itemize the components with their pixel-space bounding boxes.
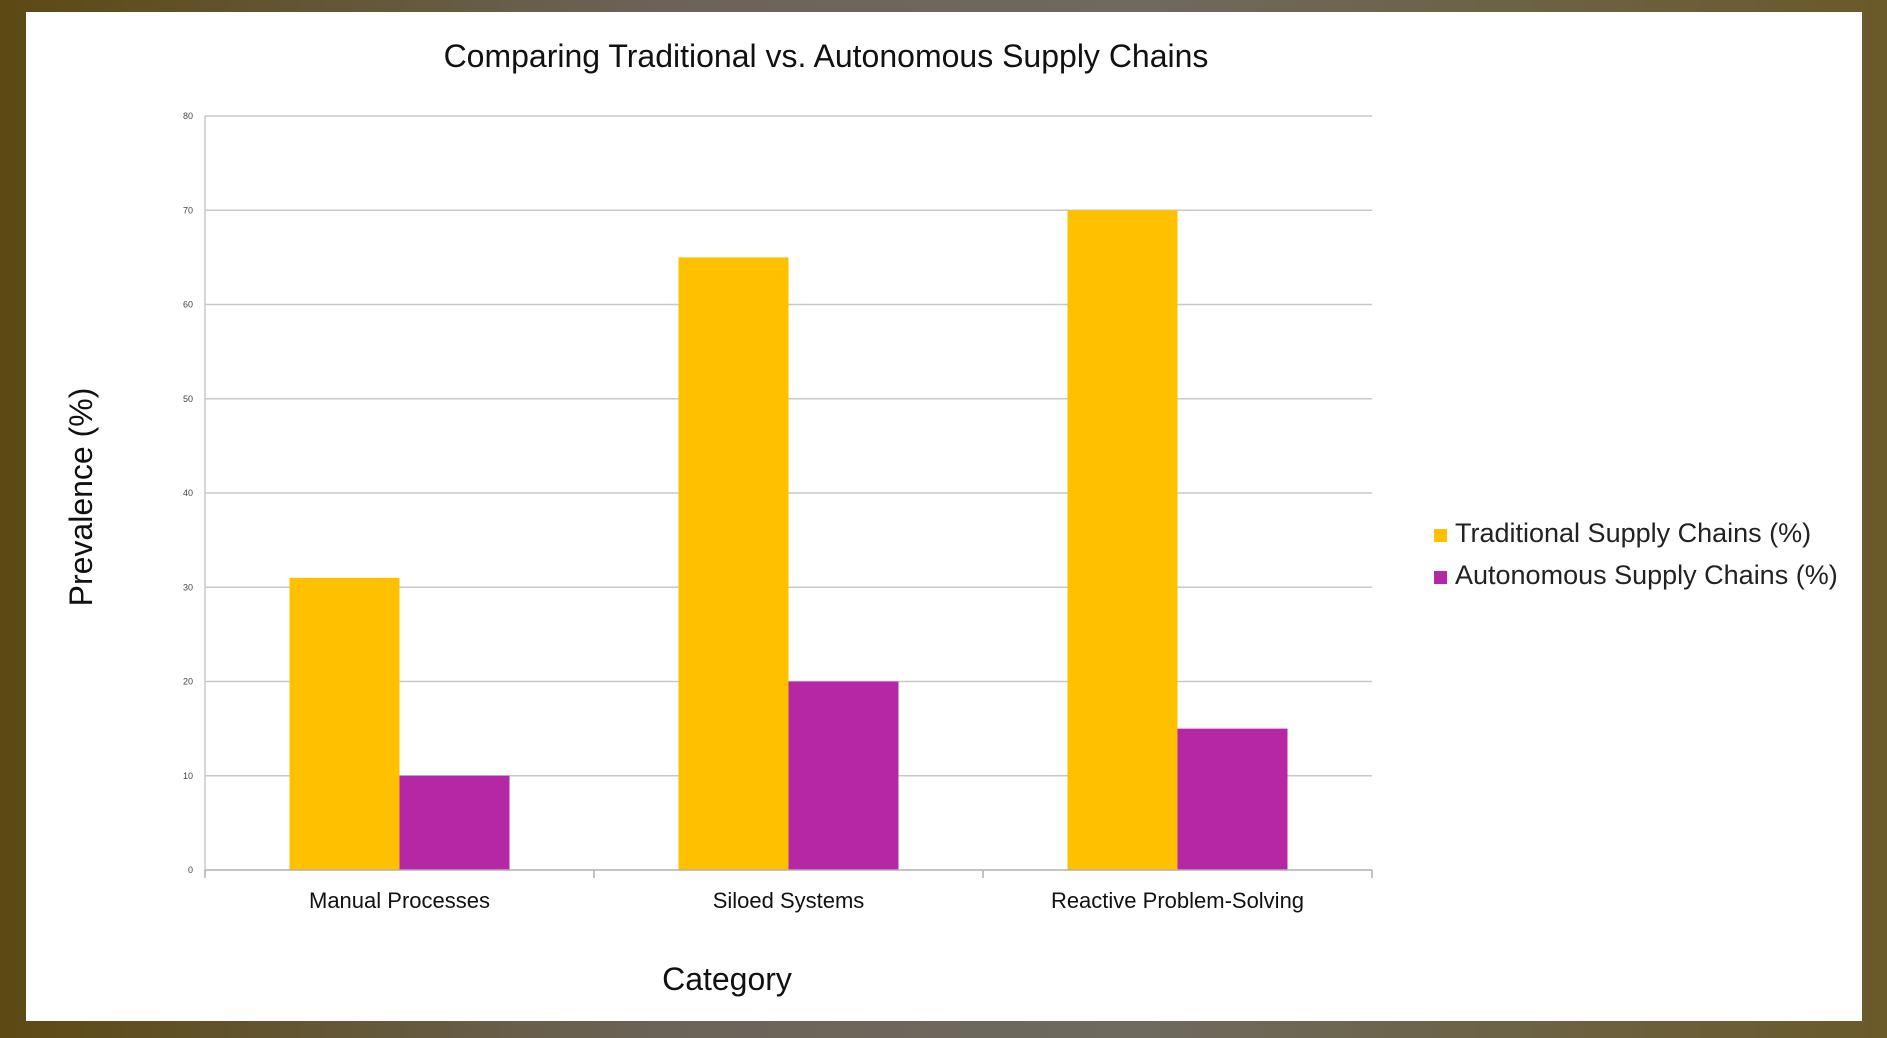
x-category-label: Manual Processes: [309, 888, 490, 913]
x-category-label: Reactive Problem-Solving: [1051, 888, 1304, 913]
axes: [204, 116, 1373, 878]
x-category-label: Siloed Systems: [713, 888, 865, 913]
y-tick-label: 30: [183, 582, 193, 592]
y-tick-label: 50: [183, 394, 193, 404]
y-tick-label: 40: [183, 488, 193, 498]
bar: [289, 577, 400, 870]
bars: [289, 210, 1288, 870]
legend: Traditional Supply Chains (%) Autonomous …: [1434, 518, 1838, 590]
y-tick-label: 20: [183, 677, 193, 687]
legend-swatch: [1434, 529, 1447, 542]
legend-swatch: [1434, 571, 1447, 584]
y-axis-label: Prevalence (%): [63, 388, 99, 607]
bar: [678, 257, 789, 870]
legend-entry: Traditional Supply Chains (%): [1455, 518, 1811, 548]
y-tick-label: 80: [183, 111, 193, 121]
y-axis-ticks: 0 10 20 30 40 50 60 70 80: [183, 111, 193, 875]
bar: [1067, 210, 1178, 870]
chart-title: Comparing Traditional vs. Autonomous Sup…: [444, 38, 1209, 74]
y-tick-label: 60: [183, 300, 193, 310]
bar: [399, 775, 510, 870]
bar: [1177, 728, 1288, 870]
bar: [788, 681, 899, 870]
y-tick-label: 70: [183, 205, 193, 215]
y-tick-label: 0: [188, 865, 193, 875]
x-axis-categories: Manual Processes Siloed Systems Reactive P…: [309, 888, 1304, 913]
y-tick-label: 10: [183, 771, 193, 781]
legend-entry: Autonomous Supply Chains (%): [1455, 560, 1838, 590]
x-axis-label: Category: [662, 961, 792, 997]
